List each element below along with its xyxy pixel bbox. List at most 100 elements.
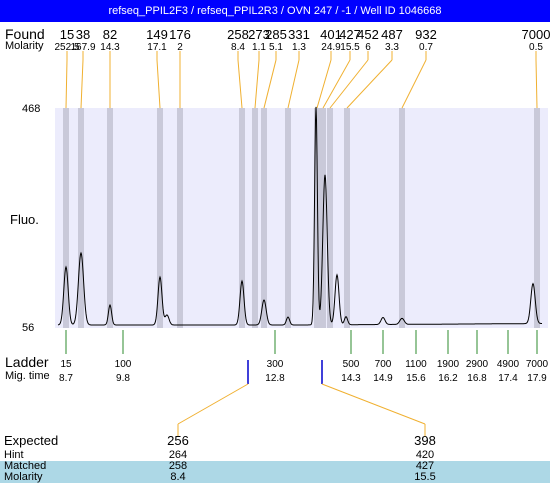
- found-size-value: 401: [320, 27, 342, 42]
- y-axis-bottom-label: 56: [22, 322, 35, 334]
- found-molarity-value: 8.4: [231, 42, 245, 53]
- found-molarity-value: 15.5: [340, 42, 360, 53]
- found-molarity-value: 1.3: [292, 42, 306, 53]
- ladder-size-value: 500: [343, 359, 360, 370]
- peak-band: [78, 108, 84, 328]
- ladder-label: Ladder: [5, 354, 49, 370]
- matched-value: 258: [168, 460, 188, 472]
- found-size-value: 82: [103, 27, 117, 42]
- found-molarity-value: 0.5: [529, 42, 543, 53]
- window-title: refseq_PPIL2F3 / refseq_PPIL2R3 / OVN 24…: [0, 0, 550, 22]
- expected-value: 256: [167, 433, 189, 448]
- found-size-value: 487: [381, 27, 403, 42]
- molarity-value: 15.5: [414, 471, 436, 483]
- matched-row: Matched 258 427: [0, 460, 550, 472]
- found-size-value: 452: [357, 27, 379, 42]
- mig-time-label: Mig. time: [5, 370, 50, 382]
- ladder-time-value: 8.7: [59, 373, 73, 384]
- hint-row: Hint 264 420: [0, 449, 550, 461]
- found-size-value: 149: [146, 27, 168, 42]
- expected-connector: [177, 383, 249, 425]
- found-molarity-value: 3.3: [385, 42, 399, 53]
- found-size-value: 15: [60, 27, 74, 42]
- ladder-time-value: 17.4: [498, 373, 518, 384]
- molarity-row: Molarity 8.4 15.5: [0, 471, 550, 483]
- found-size-value: 176: [169, 27, 191, 42]
- ladder-time-value: 12.8: [265, 373, 285, 384]
- fluorescence-trace: [57, 106, 542, 326]
- found-connector: [535, 59, 538, 109]
- found-molarity-value: 2: [177, 42, 183, 53]
- ladder-size-value: 1900: [437, 359, 460, 370]
- peak-band: [344, 108, 350, 328]
- ladder-time-value: 14.3: [341, 373, 361, 384]
- found-connector: [80, 59, 84, 109]
- peak-band: [63, 108, 69, 328]
- found-connector: [329, 59, 369, 109]
- peak-band: [327, 108, 333, 328]
- peak-band: [157, 108, 163, 328]
- hint-value: 420: [415, 449, 435, 461]
- peak-band: [239, 108, 245, 328]
- found-size-value: 331: [288, 27, 310, 42]
- found-molarity-value: 6: [365, 42, 371, 53]
- found-molarity-value: 24.9: [321, 42, 341, 53]
- plot-area: [55, 108, 548, 328]
- ladder-time-value: 16.2: [438, 373, 458, 384]
- hint-label: Hint: [4, 449, 24, 461]
- y-axis-top-label: 468: [22, 103, 41, 115]
- peak-band: [399, 108, 405, 328]
- found-size-value: 427: [339, 27, 361, 42]
- matched-value: 427: [415, 460, 435, 472]
- found-connector: [65, 59, 68, 109]
- found-size-value: 7000: [522, 27, 550, 42]
- found-connector: [156, 59, 161, 109]
- peak-band: [534, 108, 540, 328]
- found-molarity-value: 252.5: [54, 42, 79, 53]
- found-molarity-value: 17.1: [147, 42, 167, 53]
- peak-band: [285, 108, 291, 328]
- found-size-value: 273: [248, 27, 270, 42]
- ladder-time-value: 17.9: [527, 373, 547, 384]
- expected-connector: [321, 383, 426, 425]
- ladder-size-value: 4900: [497, 359, 520, 370]
- found-molarity-value: 167.9: [70, 42, 95, 53]
- found-connector: [322, 59, 351, 109]
- matched-label: Matched: [4, 460, 47, 472]
- ladder-size-value: 7000: [526, 359, 549, 370]
- found-connector: [401, 59, 427, 109]
- fluo-axis-label: Fluo.: [10, 212, 39, 227]
- found-molarity-value: 1.1: [252, 42, 266, 53]
- ladder-size-value: 100: [115, 359, 132, 370]
- ladder-size-value: 15: [60, 359, 72, 370]
- peak-band: [314, 108, 320, 328]
- ladder-time-value: 15.6: [406, 373, 426, 384]
- found-connector: [237, 59, 243, 109]
- found-connector: [346, 59, 393, 109]
- found-connector: [254, 59, 260, 109]
- found-size-value: 285: [265, 27, 287, 42]
- hint-value: 264: [168, 449, 188, 461]
- found-size-value: 38: [76, 27, 90, 42]
- ladder-size-value: 700: [375, 359, 392, 370]
- found-molarity-value: 0.7: [419, 42, 433, 53]
- peak-band: [252, 108, 258, 328]
- found-label: Found: [5, 26, 45, 42]
- found-molarity-value: 5.1: [269, 42, 283, 53]
- expected-row: Expected 256 398: [0, 433, 550, 450]
- expected-value: 398: [414, 433, 436, 448]
- ladder-size-value: 2900: [466, 359, 489, 370]
- found-size-value: 258: [227, 27, 249, 42]
- ladder-time-value: 16.8: [467, 373, 487, 384]
- ladder-time-value: 9.8: [116, 373, 130, 384]
- found-molarity-value: 14.3: [100, 42, 120, 53]
- found-connector: [263, 59, 277, 109]
- found-size-value: 932: [415, 27, 437, 42]
- found-connector: [287, 59, 300, 109]
- ladder-time-value: 14.9: [373, 373, 393, 384]
- molarity-bottom-label: Molarity: [4, 471, 43, 483]
- peak-band: [177, 108, 183, 328]
- molarity-value: 8.4: [170, 471, 186, 483]
- molarity-label: Molarity: [5, 40, 44, 52]
- peak-band: [261, 108, 267, 328]
